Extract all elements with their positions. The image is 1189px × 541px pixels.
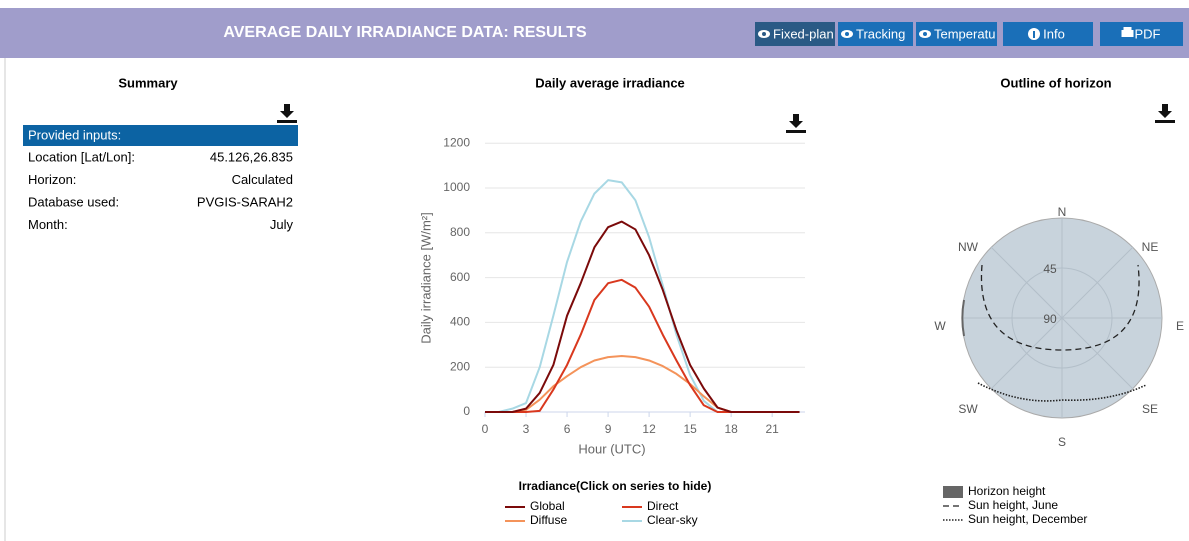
x-tick-label: 9 [605, 422, 612, 436]
header-button[interactable]: Temperatu [916, 22, 997, 46]
legend-item[interactable]: Global [505, 499, 565, 513]
x-tick-label: 3 [523, 422, 530, 436]
legend-item[interactable]: Clear-sky [622, 513, 698, 527]
horizon-edge [961, 299, 965, 337]
button-bg [1100, 22, 1183, 46]
legend-label: Direct [647, 499, 679, 513]
y-tick-label: 800 [450, 225, 470, 239]
eye-pupil [845, 32, 849, 36]
direction-label: NE [1142, 240, 1159, 254]
legend-item[interactable]: Diffuse [505, 513, 567, 527]
y-axis-label: Daily irradiance [W/m²] [418, 212, 433, 343]
direction-label: SW [958, 402, 978, 416]
x-tick-label: 0 [482, 422, 489, 436]
x-tick-label: 18 [724, 422, 738, 436]
legend-label: Horizon height [968, 484, 1046, 498]
print-icon [1121, 30, 1134, 37]
x-tick-label: 6 [564, 422, 571, 436]
row-value: 45.126,26.835 [210, 149, 293, 164]
header-title: AVERAGE DAILY IRRADIANCE DATA: RESULTS [223, 24, 587, 41]
december-sun-path [977, 382, 1147, 402]
direction-label: E [1176, 319, 1184, 333]
legend-item[interactable]: Sun height, June [943, 498, 1058, 512]
download-icon[interactable] [1155, 104, 1175, 123]
line-chart: 0 200 400 600 800 1000 1200 0 3 6 9 12 15 18 21 [443, 135, 805, 436]
header-button[interactable]: Fixed-plan [755, 22, 835, 46]
chart-title: Daily average irradiance [535, 75, 685, 90]
row-value: PVGIS-SARAH2 [197, 194, 293, 209]
row-value: July [270, 217, 294, 232]
button-label: Tracking [856, 26, 905, 41]
y-tick-label: 600 [450, 270, 470, 284]
legend-label: Sun height, December [968, 512, 1087, 526]
x-axis-label: Hour (UTC) [578, 441, 645, 456]
legend-label: Sun height, June [968, 498, 1058, 512]
legend: Global Direct Diffuse Clear-sky [505, 499, 698, 527]
direction-label: W [934, 319, 946, 333]
row-label: Location [Lat/Lon]: [28, 149, 135, 164]
legend-item[interactable]: Horizon height [943, 484, 1046, 498]
polar-spoke [990, 246, 1134, 390]
table-header-text: Provided inputs: [28, 127, 121, 142]
y-tick-label: 200 [450, 359, 470, 373]
header-button[interactable]: Info [1003, 22, 1093, 46]
table-header [23, 125, 298, 146]
polar-labels: N NE E SE S SW W NW 45 90 [934, 205, 1184, 449]
y-tick-label: 1000 [443, 180, 470, 194]
y-tick-label: 400 [450, 315, 470, 329]
row-label: Horizon: [28, 172, 76, 187]
row-label: Database used: [28, 194, 119, 209]
ring-label: 45 [1043, 262, 1057, 276]
legend-item[interactable]: Direct [622, 499, 679, 513]
download-icon[interactable] [277, 104, 297, 123]
y-tick-label: 0 [463, 404, 470, 418]
ring-label: 90 [1043, 312, 1057, 326]
header-button[interactable]: PDF [1100, 22, 1183, 46]
direction-label: N [1058, 205, 1067, 219]
row-value: Calculated [232, 172, 293, 187]
eye-pupil [762, 32, 766, 36]
row-label: Month: [28, 217, 68, 232]
legend-label: Diffuse [530, 513, 567, 527]
legend-title: Irradiance(Click on series to hide) [519, 479, 712, 493]
legend-label: Clear-sky [647, 513, 698, 527]
legend-swatch [943, 486, 963, 498]
info-mark [1033, 31, 1035, 38]
legend-item[interactable]: Sun height, December [943, 512, 1087, 526]
series-line [485, 355, 800, 413]
summary-table: Location [Lat/Lon]: 45.126,26.835 Horizon:… [28, 149, 293, 232]
x-tick-label: 12 [642, 422, 656, 436]
button-bar: Fixed-plan Tracking Temperatu Info PDF [755, 22, 1183, 46]
polar-plot [961, 217, 1163, 419]
legend-label: Global [530, 499, 565, 513]
eye-pupil [923, 32, 927, 36]
direction-label: NW [958, 240, 979, 254]
button-label: Info [1043, 26, 1065, 41]
header-button[interactable]: Tracking [838, 22, 913, 46]
june-sun-path [980, 264, 1140, 351]
button-label: Fixed-plan [773, 26, 834, 41]
summary-title: Summary [118, 75, 178, 90]
x-tick-label: 15 [683, 422, 697, 436]
download-icon[interactable] [786, 114, 806, 133]
series-line [485, 220, 800, 413]
print-paper [1123, 27, 1132, 30]
button-bg [1003, 22, 1093, 46]
series-line [485, 278, 800, 413]
y-tick-label: 1200 [443, 135, 470, 149]
direction-label: S [1058, 435, 1066, 449]
x-tick-label: 21 [765, 422, 779, 436]
button-label: PDF [1135, 26, 1161, 41]
horizon-title: Outline of horizon [1000, 75, 1111, 90]
button-label: Temperatu [934, 26, 995, 41]
direction-label: SE [1142, 402, 1158, 416]
